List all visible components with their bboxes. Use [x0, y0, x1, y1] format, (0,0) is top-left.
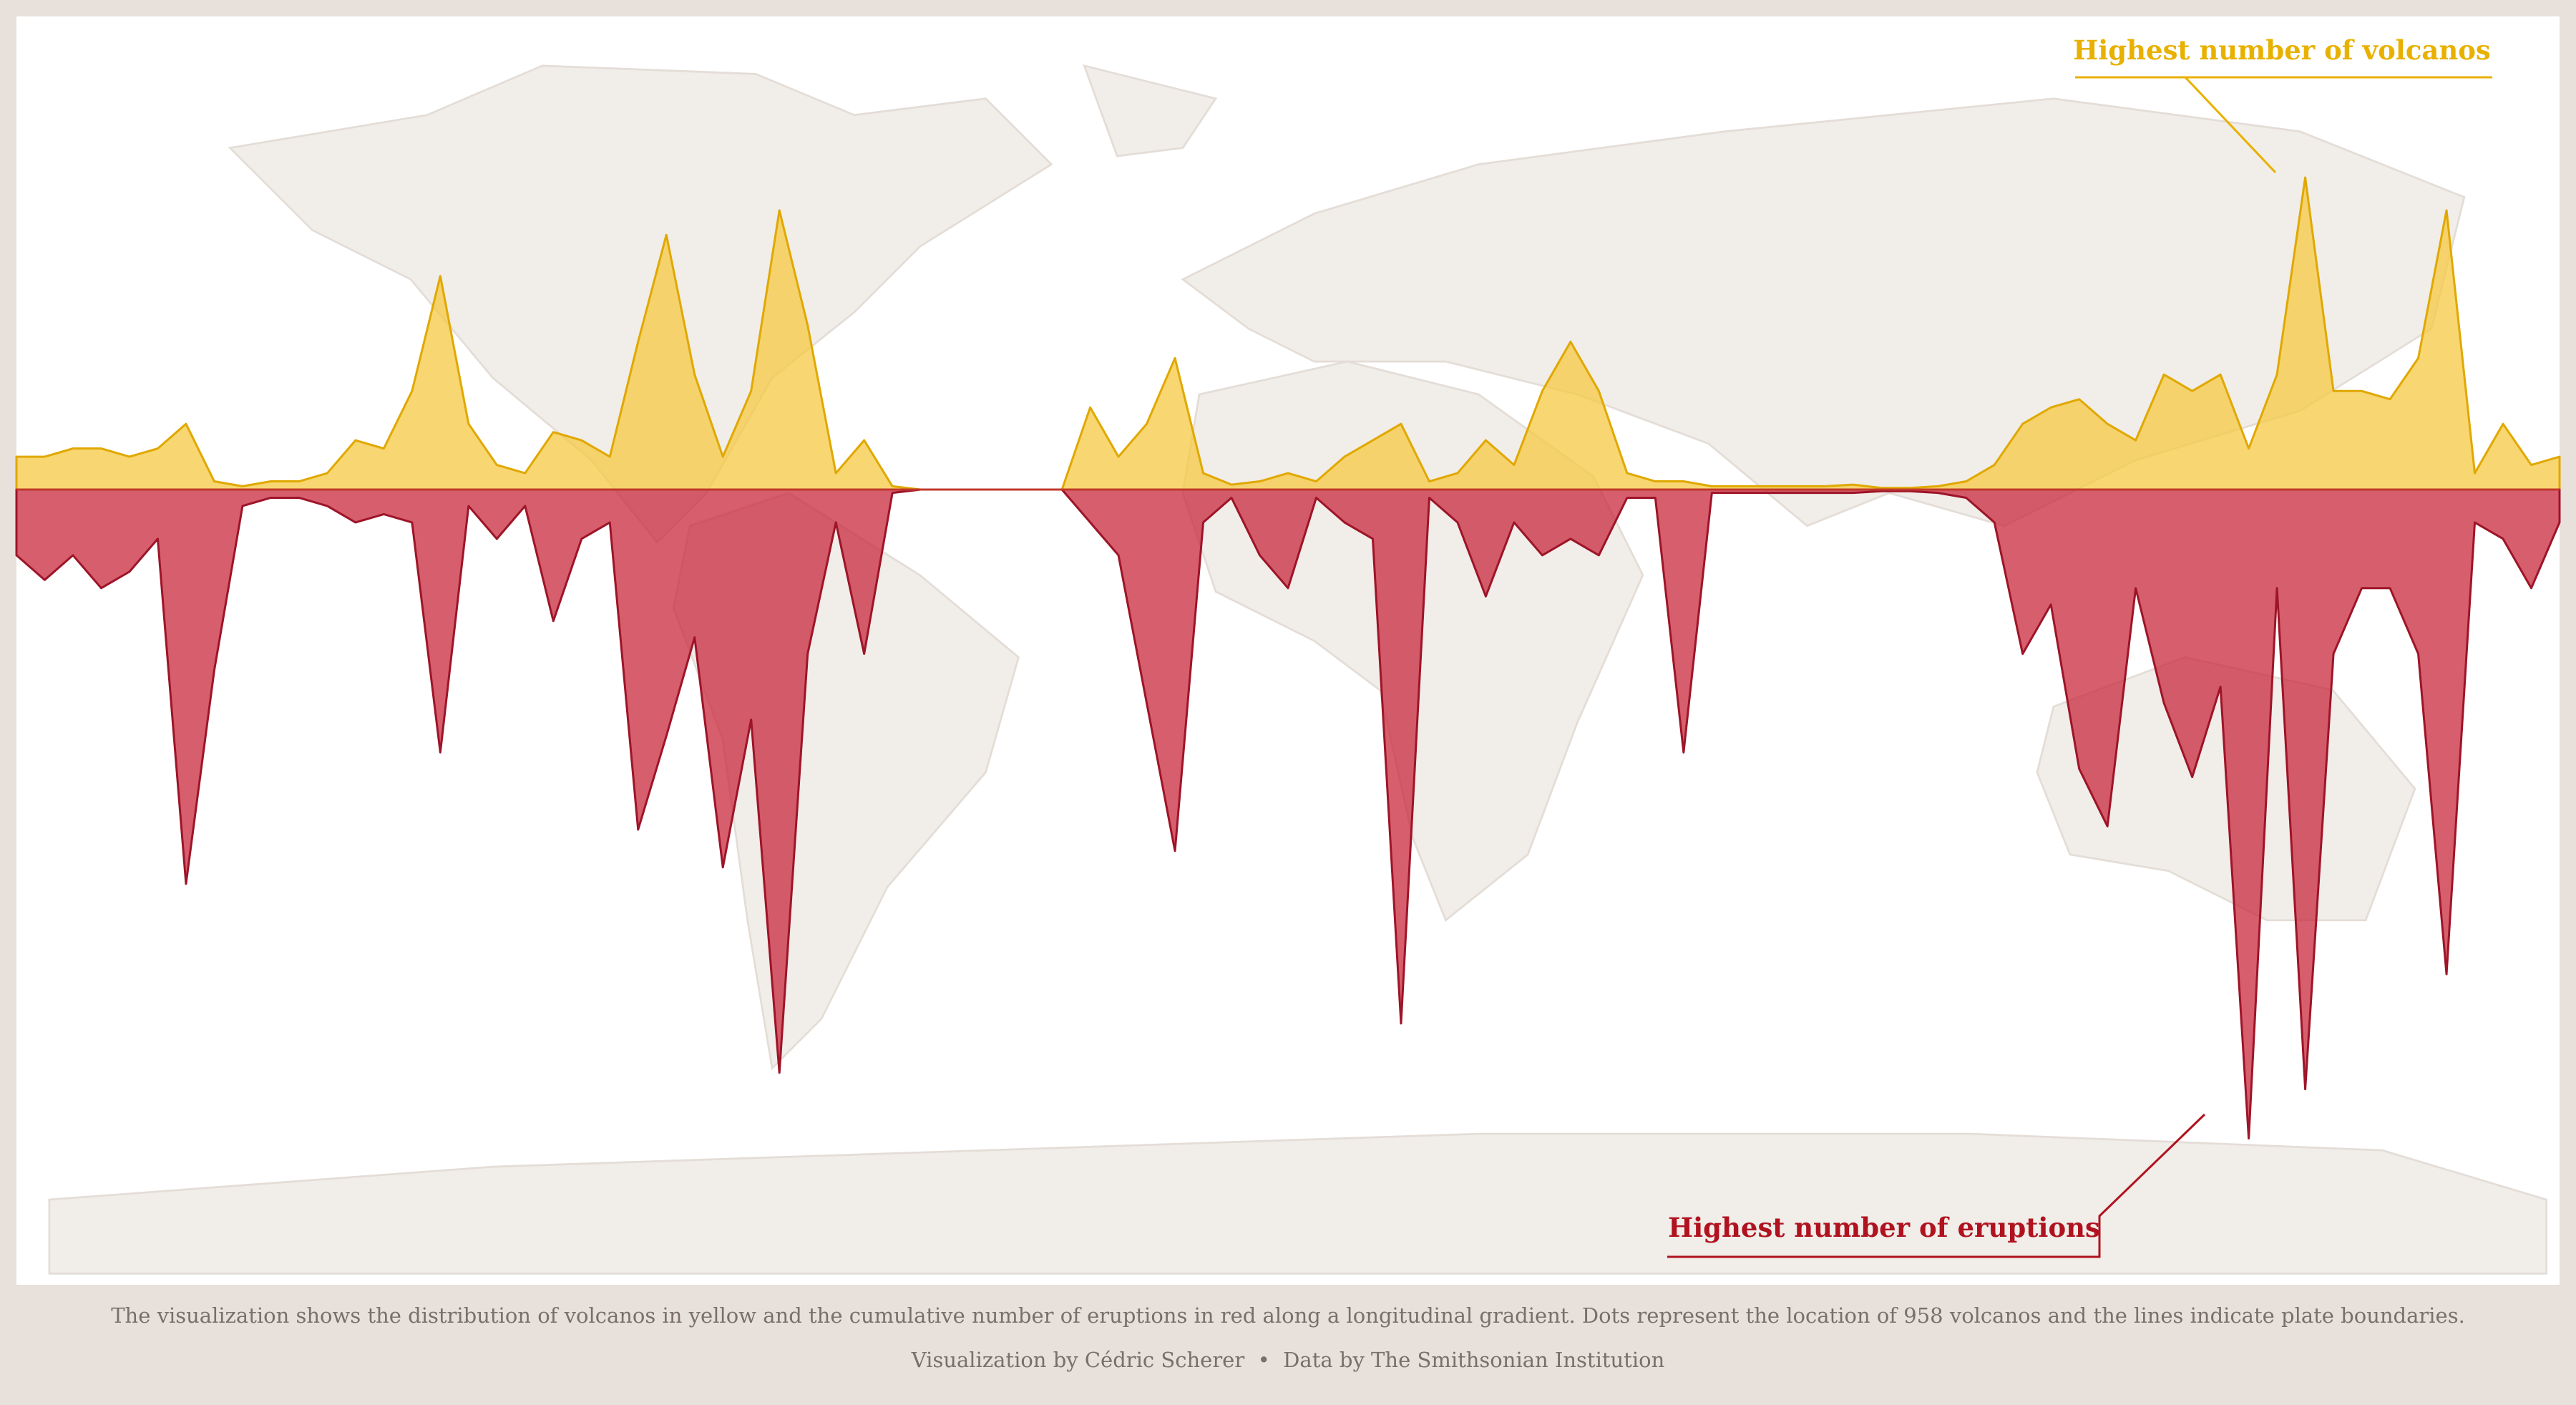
- area-eruptions: [15, 488, 2561, 1140]
- greenland: [1083, 64, 1218, 157]
- volcano-annotation: Highest number of volcanos: [2073, 34, 2491, 66]
- area-volcanos: [15, 176, 2561, 491]
- areas: [15, 176, 2561, 1140]
- caption: The visualization shows the distribution…: [111, 1303, 2465, 1328]
- north-america: [228, 64, 1053, 544]
- eruption-annotation: Highest number of eruptions: [1668, 1212, 2100, 1243]
- annotation-leader: [1667, 1113, 2206, 1258]
- annotation-leader: [2184, 76, 2277, 174]
- credits: Visualization by Cédric Scherer • Data b…: [911, 1348, 1665, 1372]
